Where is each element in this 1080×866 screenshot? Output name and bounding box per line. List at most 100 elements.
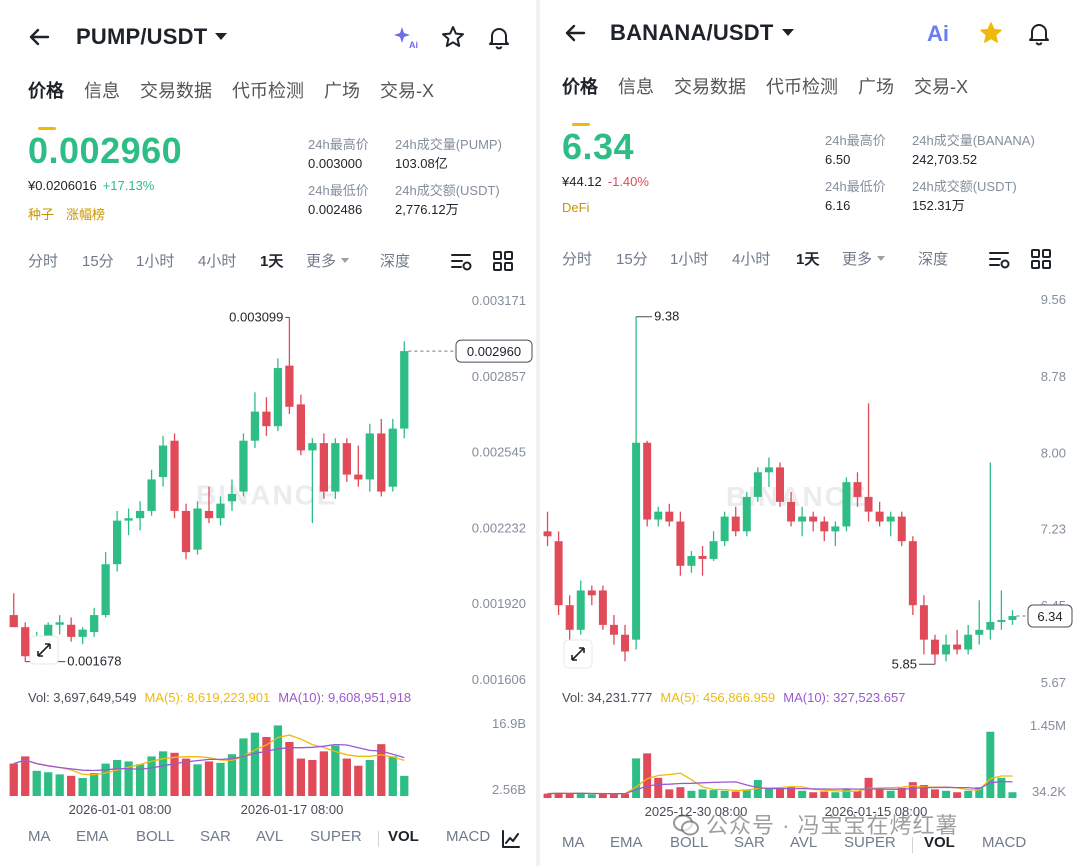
tag-gainers[interactable]: 涨幅榜 <box>66 207 106 222</box>
interval-more[interactable]: 更多 <box>842 248 886 269</box>
indicator-macd[interactable]: MACD <box>446 828 491 845</box>
stat-value: 6.50 <box>825 152 851 167</box>
indicator-boll[interactable]: BOLL <box>136 828 175 845</box>
chevron-down-icon <box>877 256 886 261</box>
volume-bar <box>32 770 41 796</box>
indicator-avl[interactable]: AVL <box>790 834 818 851</box>
grid-layout-icon[interactable] <box>1028 246 1054 272</box>
candlestick-chart[interactable]: BINANCE0.0031710.0028570.0025450.0022320… <box>0 280 536 820</box>
back-arrow-icon[interactable] <box>560 18 590 48</box>
tab-info[interactable]: 信息 <box>84 81 120 101</box>
bell-icon[interactable] <box>1024 18 1054 48</box>
tab-trade-x[interactable]: 交易-X <box>380 81 434 101</box>
candle-body <box>354 474 363 480</box>
stat-value: 0.002486 <box>308 202 363 217</box>
indicator-ema[interactable]: EMA <box>76 828 109 845</box>
candle-body <box>181 510 191 553</box>
candle-body <box>942 644 951 655</box>
volume-bar <box>875 789 884 798</box>
tab-trade-x[interactable]: 交易-X <box>914 77 968 97</box>
volume-bar <box>997 777 1006 798</box>
volume-bar <box>687 790 696 798</box>
y-tick-label: 8.78 <box>1041 369 1066 384</box>
tab-price[interactable]: 价格 <box>562 74 598 126</box>
pair-selector[interactable]: PUMP/USDT <box>76 22 228 52</box>
candle-body <box>101 564 110 616</box>
interval-time[interactable]: 分时 <box>562 251 593 268</box>
candle-body <box>377 433 386 492</box>
tab-square[interactable]: 广场 <box>324 81 360 101</box>
interval-4h[interactable]: 4小时 <box>198 253 237 270</box>
interval-more[interactable]: 更多 <box>306 250 350 271</box>
candle-body <box>919 605 928 640</box>
tab-info[interactable]: 信息 <box>618 77 654 97</box>
tab-token-check[interactable]: 代币检测 <box>766 77 838 97</box>
chart-settings-icon[interactable] <box>986 246 1012 272</box>
current-price-box <box>1027 604 1073 628</box>
ai-icon[interactable]: Ai <box>926 18 956 48</box>
volume-info: Vol: 3,697,649,549 MA(5): 8,619,223,901 MA… <box>28 690 411 705</box>
indicator-ema[interactable]: EMA <box>610 834 643 851</box>
bell-icon[interactable] <box>484 22 514 52</box>
tab-trading-data[interactable]: 交易数据 <box>674 77 746 97</box>
candlestick-chart[interactable]: BINANCE9.568.788.007.236.455.679.385.856… <box>540 280 1080 820</box>
indicator-super[interactable]: SUPER <box>310 828 362 845</box>
candle-body <box>158 445 168 478</box>
vol-ma10: MA(10): 327,523.657 <box>783 690 906 705</box>
stat-label: 24h成交额(USDT) <box>912 179 1017 194</box>
vol-ma5-line <box>13 734 405 776</box>
interval-15m[interactable]: 15分 <box>616 251 648 268</box>
chart-settings-icon[interactable] <box>448 248 474 274</box>
star-filled-icon[interactable] <box>976 18 1006 48</box>
candle-body <box>21 627 30 657</box>
interval-15m[interactable]: 15分 <box>82 253 114 270</box>
chevron-down-icon <box>215 33 228 40</box>
indicator-super[interactable]: SUPER <box>844 834 896 851</box>
indicator-chart-icon[interactable] <box>500 828 522 850</box>
indicator-ma[interactable]: MA <box>28 828 51 845</box>
indicator-macd[interactable]: MACD <box>982 834 1027 851</box>
indicator-ma[interactable]: MA <box>562 834 585 851</box>
volume-bar <box>731 791 740 798</box>
watermark-text: 公众号 · 冯宝宝在烤红薯 <box>706 813 959 838</box>
tab-price[interactable]: 价格 <box>28 78 64 130</box>
tab-square[interactable]: 广场 <box>858 77 894 97</box>
interval-time[interactable]: 分时 <box>28 253 59 270</box>
interval-1h[interactable]: 1小时 <box>136 253 175 270</box>
interval-depth[interactable]: 深度 <box>918 251 949 268</box>
interval-1d[interactable]: 1天 <box>796 251 820 268</box>
right-panel: BANANA/USDT Ai 价格 信息 交易数据 代币检测 广场 交易-X 6… <box>540 0 1080 866</box>
candle-body <box>864 496 873 512</box>
candle-body <box>698 555 707 559</box>
indicator-boll[interactable]: BOLL <box>670 834 709 851</box>
expand-arrow-icon <box>571 647 585 661</box>
tab-trading-data[interactable]: 交易数据 <box>140 81 212 101</box>
volume-bar <box>787 787 796 798</box>
ai-sparkle-icon[interactable]: Ai <box>390 22 420 52</box>
volume-bar <box>709 790 718 798</box>
volume-bar <box>831 792 840 798</box>
candle-body <box>554 541 563 606</box>
interval-1h[interactable]: 1小时 <box>670 251 709 268</box>
candle-body <box>875 511 884 522</box>
pair-selector[interactable]: BANANA/USDT <box>610 18 794 48</box>
interval-4h[interactable]: 4小时 <box>732 251 771 268</box>
interval-1d[interactable]: 1天 <box>260 253 284 270</box>
indicator-avl[interactable]: AVL <box>256 828 284 845</box>
tab-token-check[interactable]: 代币检测 <box>232 81 304 101</box>
star-icon[interactable] <box>438 22 468 52</box>
volume-bar <box>798 790 807 798</box>
tag-defi[interactable]: DeFi <box>562 200 590 215</box>
price-change: +17.13% <box>102 178 155 193</box>
stat-value: 242,703.52 <box>912 152 978 167</box>
indicator-vol[interactable]: VOL <box>388 828 419 845</box>
fiat-price: ¥44.12 <box>562 174 602 189</box>
indicator-sar[interactable]: SAR <box>734 834 765 851</box>
indicator-vol[interactable]: VOL <box>924 834 955 851</box>
indicator-sar[interactable]: SAR <box>200 828 231 845</box>
interval-depth[interactable]: 深度 <box>380 253 411 270</box>
back-arrow-icon[interactable] <box>24 22 54 52</box>
candle-body <box>975 629 984 635</box>
grid-layout-icon[interactable] <box>490 248 516 274</box>
tag-seed[interactable]: 种子 <box>28 207 55 222</box>
